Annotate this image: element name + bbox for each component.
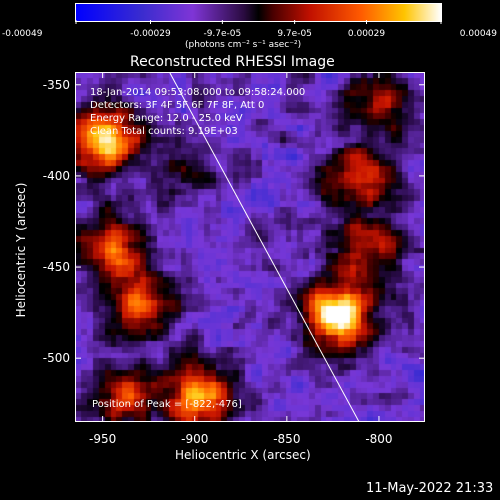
- x-tick-label: -950: [89, 432, 116, 446]
- colorbar-tick-label: 0.00029: [348, 29, 385, 39]
- y-tick-label: -500: [43, 351, 70, 365]
- plot-frame: 18-Jan-2014 09:53:08.000 to 09:58:24.000…: [75, 72, 425, 422]
- annotation-peak: Position of Peak = [-822,-476]: [92, 399, 242, 410]
- colorbar-tick-label: 9.7e-05: [277, 29, 312, 39]
- x-tick-label: -800: [365, 432, 392, 446]
- colorbar-tick-label: -9.7e-05: [203, 29, 241, 39]
- footer-date: 11-May-2022 21:33: [366, 481, 494, 496]
- annotation-energy: Energy Range: 12.0 - 25.0 keV: [90, 113, 243, 124]
- x-tick-label: -900: [181, 432, 208, 446]
- annotation-detectors: Detectors: 3F 4F 5F 6F 7F 8F, Att 0: [90, 100, 265, 111]
- annotation-clean: Clean Total counts: 9.19E+03: [90, 126, 238, 137]
- plot-overlay: [169, 73, 360, 421]
- y-tick-label: -400: [43, 169, 70, 183]
- heatmap-image: [76, 73, 424, 421]
- colorbar: [75, 3, 442, 22]
- x-axis-label: Heliocentric X (arcsec): [175, 448, 311, 462]
- colorbar-axis: -0.00049 -0.00029 -9.7e-05 9.7e-05 0.00029 0.…: [2, 20, 497, 39]
- y-axis-label: Heliocentric Y (arcsec): [14, 182, 28, 318]
- chart-title: Reconstructed RHESSI Image: [130, 54, 335, 70]
- x-tick-label: -850: [273, 432, 300, 446]
- limb-line: [169, 73, 360, 421]
- colorbar-tick-label: 0.00049: [460, 29, 497, 39]
- annotation-time: 18-Jan-2014 09:53:08.000 to 09:58:24.000: [90, 87, 306, 98]
- colorbar-tick-label: -0.00049: [2, 29, 43, 39]
- y-tick-label: -450: [43, 260, 70, 274]
- colorbar-unit: (photons cm⁻² s⁻¹ asec⁻²): [185, 40, 302, 50]
- colorbar-tick-label: -0.00029: [130, 29, 171, 39]
- y-tick-label: -350: [43, 78, 70, 92]
